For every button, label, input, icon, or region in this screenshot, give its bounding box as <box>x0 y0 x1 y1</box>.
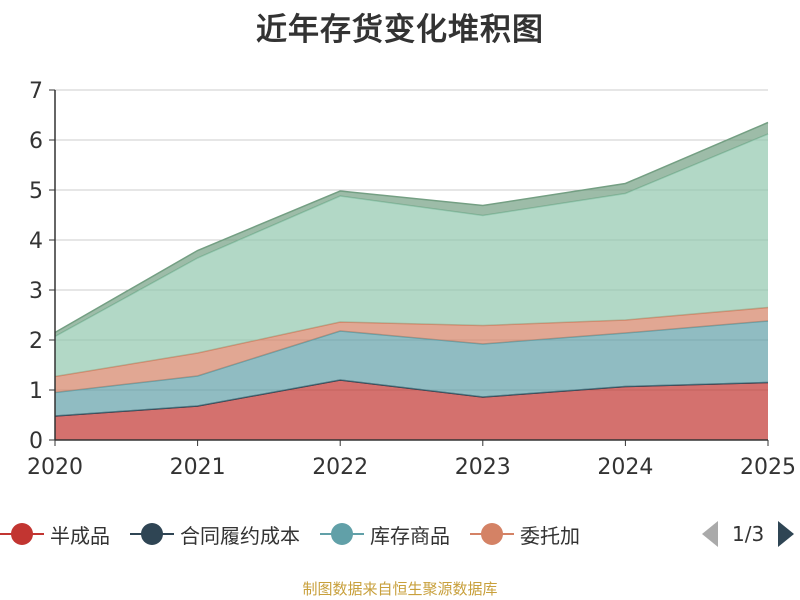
legend-marker-inventory-goods <box>320 523 364 545</box>
area-series-2 <box>55 321 768 416</box>
stacked-areas <box>54 121 769 440</box>
x-tick-label: 2022 <box>312 455 368 480</box>
legend-pager: 1/3 <box>700 514 796 554</box>
x-tick-label: 2024 <box>597 455 653 480</box>
pager-prev-icon[interactable] <box>700 519 720 549</box>
pager-text: 1/3 <box>732 522 765 546</box>
legend-item-inventory-goods[interactable]: 库存商品 <box>320 520 450 549</box>
pager-next-icon[interactable] <box>776 519 796 549</box>
legend-label-inventory-goods: 库存商品 <box>370 523 450 548</box>
axes: 0 1 2 3 4 5 6 7 2020 2021 2022 2023 2024 2025 <box>27 79 796 480</box>
legend-marker-contract-cost <box>130 523 174 545</box>
area-series-4 <box>55 134 768 377</box>
area-line-series-5 <box>54 121 769 334</box>
data-source-note: 制图数据来自恒生聚源数据库 <box>302 580 498 598</box>
y-tick-label: 3 <box>29 279 43 304</box>
legend-marker-semi-finished <box>0 523 44 545</box>
y-tick-label: 2 <box>29 329 43 354</box>
x-tick-label: 2021 <box>170 455 226 480</box>
area-series-0 <box>55 380 768 440</box>
y-tick-label: 5 <box>29 179 43 204</box>
y-tick-label: 1 <box>29 379 43 404</box>
legend-label-contract-cost: 合同履约成本 <box>180 523 300 548</box>
x-tick-label: 2023 <box>455 455 511 480</box>
y-tick-label: 0 <box>29 429 43 454</box>
chart-title: 近年存货变化堆积图 <box>256 12 544 48</box>
x-tick-label: 2020 <box>27 455 83 480</box>
y-tick-label: 6 <box>29 129 43 154</box>
legend-item-consigned-processing[interactable]: 委托加 <box>470 520 580 549</box>
legend-marker-consigned-processing <box>470 523 514 545</box>
legend-label-consigned-processing: 委托加 <box>520 523 580 548</box>
legend: 半成品 合同履约成本 库存商品 委托加 <box>0 514 800 554</box>
y-tick-label: 7 <box>29 79 43 104</box>
legend-item-semi-finished[interactable]: 半成品 <box>0 520 110 549</box>
y-tick-label: 4 <box>29 229 43 254</box>
area-series-3 <box>55 307 768 393</box>
x-tick-label: 2025 <box>740 455 796 480</box>
legend-item-contract-cost[interactable]: 合同履约成本 <box>130 520 300 549</box>
legend-label-semi-finished: 半成品 <box>50 523 110 548</box>
